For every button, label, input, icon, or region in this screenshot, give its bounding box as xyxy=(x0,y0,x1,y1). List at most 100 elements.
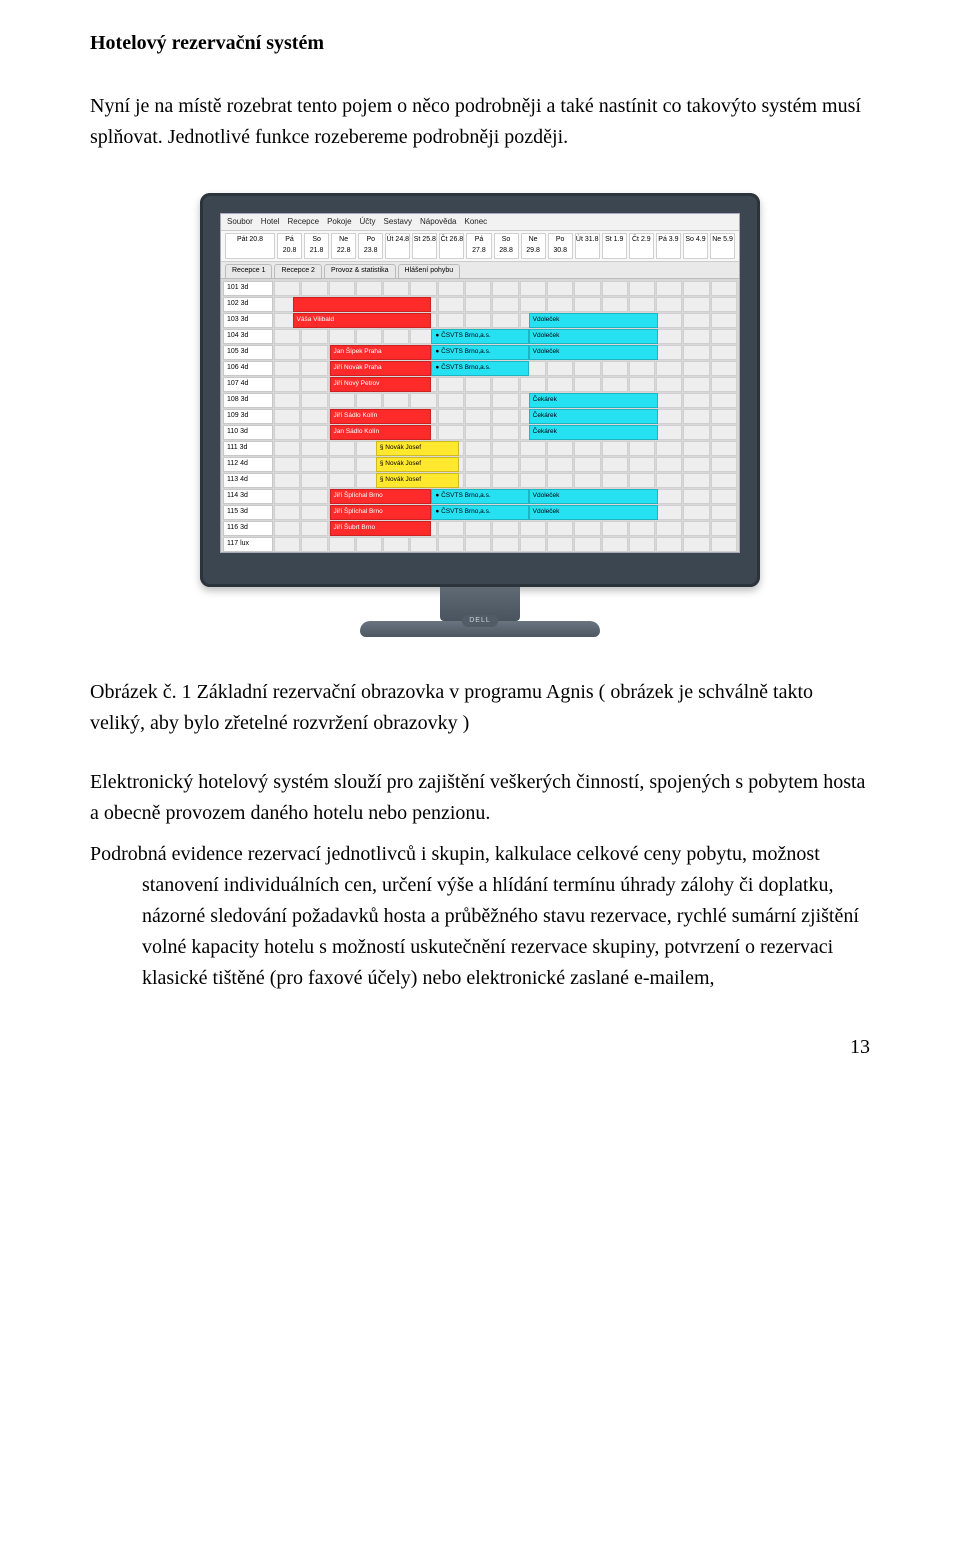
room-cell[interactable]: 109 3d xyxy=(223,409,273,424)
day-cell[interactable] xyxy=(656,457,682,472)
day-cell[interactable] xyxy=(602,377,628,392)
day-cell[interactable] xyxy=(711,377,737,392)
day-cell[interactable] xyxy=(301,457,327,472)
day-cell[interactable] xyxy=(574,377,600,392)
tab[interactable]: Recepce 1 xyxy=(225,264,272,278)
day-cell[interactable] xyxy=(683,473,709,488)
day-cell[interactable] xyxy=(711,393,737,408)
room-cell[interactable]: 115 3d xyxy=(223,505,273,520)
room-cell[interactable]: 117 lux xyxy=(223,537,273,552)
day-cell[interactable] xyxy=(274,377,300,392)
day-cell[interactable] xyxy=(492,393,518,408)
day-cell[interactable] xyxy=(656,425,682,440)
day-cell[interactable] xyxy=(711,329,737,344)
day-cell[interactable] xyxy=(520,377,546,392)
day-cell[interactable] xyxy=(274,409,300,424)
reservation-block[interactable]: Vdoleček xyxy=(529,313,659,328)
day-cell[interactable] xyxy=(683,409,709,424)
day-cell[interactable] xyxy=(410,281,436,296)
day-cell[interactable] xyxy=(301,521,327,536)
day-cell[interactable] xyxy=(438,521,464,536)
day-cell[interactable] xyxy=(492,537,518,552)
day-cell[interactable] xyxy=(301,329,327,344)
day-cell[interactable] xyxy=(492,281,518,296)
room-cell[interactable]: 101 3d xyxy=(223,281,273,296)
room-cell[interactable]: 112 4d xyxy=(223,457,273,472)
day-cell[interactable] xyxy=(274,489,300,504)
day-cell[interactable] xyxy=(602,361,628,376)
reservation-block[interactable]: Jan Šípek Praha xyxy=(330,345,432,360)
menu-item[interactable]: Sestavy xyxy=(384,216,412,228)
reservation-block[interactable] xyxy=(293,297,432,312)
day-cell[interactable] xyxy=(574,361,600,376)
day-cell[interactable] xyxy=(711,457,737,472)
day-cell[interactable] xyxy=(492,425,518,440)
day-cell[interactable] xyxy=(274,521,300,536)
day-cell[interactable] xyxy=(574,441,600,456)
reservation-block[interactable]: Vdoleček xyxy=(529,489,659,504)
day-cell[interactable] xyxy=(274,281,300,296)
room-cell[interactable]: 108 3d xyxy=(223,393,273,408)
day-cell[interactable] xyxy=(629,441,655,456)
day-cell[interactable] xyxy=(683,393,709,408)
day-cell[interactable] xyxy=(683,361,709,376)
day-cell[interactable] xyxy=(656,281,682,296)
day-cell[interactable] xyxy=(492,473,518,488)
day-cell[interactable] xyxy=(438,377,464,392)
reservation-block[interactable]: Vdoleček xyxy=(529,345,659,360)
day-cell[interactable] xyxy=(683,281,709,296)
reservation-block[interactable]: Vdoleček xyxy=(529,505,659,520)
day-cell[interactable] xyxy=(683,457,709,472)
day-cell[interactable] xyxy=(547,521,573,536)
room-cell[interactable]: 110 3d xyxy=(223,425,273,440)
reservation-block[interactable]: § Novák Josef xyxy=(376,473,459,488)
day-cell[interactable] xyxy=(711,361,737,376)
room-cell[interactable]: 116 3d xyxy=(223,521,273,536)
reservation-block[interactable]: Jiří Šubrt Brno xyxy=(330,521,432,536)
day-cell[interactable] xyxy=(683,425,709,440)
day-cell[interactable] xyxy=(547,537,573,552)
day-cell[interactable] xyxy=(574,521,600,536)
day-cell[interactable] xyxy=(711,345,737,360)
day-cell[interactable] xyxy=(329,329,355,344)
day-cell[interactable] xyxy=(301,409,327,424)
day-cell[interactable] xyxy=(574,537,600,552)
reservation-block[interactable]: Čekárek xyxy=(529,425,659,440)
reservation-block[interactable]: ● ČSVTS Brno,a.s. xyxy=(431,505,528,520)
day-cell[interactable] xyxy=(274,361,300,376)
room-cell[interactable]: 103 3d xyxy=(223,313,273,328)
day-cell[interactable] xyxy=(683,441,709,456)
day-cell[interactable] xyxy=(274,393,300,408)
reservation-block[interactable]: Jiří Šplíchal Brno xyxy=(330,489,432,504)
day-cell[interactable] xyxy=(711,313,737,328)
day-cell[interactable] xyxy=(629,361,655,376)
day-cell[interactable] xyxy=(465,377,491,392)
day-cell[interactable] xyxy=(683,505,709,520)
day-cell[interactable] xyxy=(301,441,327,456)
day-cell[interactable] xyxy=(465,425,491,440)
day-cell[interactable] xyxy=(274,473,300,488)
day-cell[interactable] xyxy=(383,393,409,408)
day-cell[interactable] xyxy=(711,281,737,296)
day-cell[interactable] xyxy=(329,393,355,408)
menu-item[interactable]: Pokoje xyxy=(327,216,351,228)
day-cell[interactable] xyxy=(656,313,682,328)
tab[interactable]: Provoz & statistika xyxy=(324,264,396,278)
reservation-block[interactable]: ● ČSVTS Brno,a.s. xyxy=(431,345,528,360)
day-cell[interactable] xyxy=(520,537,546,552)
day-cell[interactable] xyxy=(683,329,709,344)
reservation-block[interactable]: Čekárek xyxy=(529,393,659,408)
day-cell[interactable] xyxy=(574,457,600,472)
day-cell[interactable] xyxy=(602,297,628,312)
day-cell[interactable] xyxy=(629,537,655,552)
day-cell[interactable] xyxy=(465,473,491,488)
day-cell[interactable] xyxy=(274,345,300,360)
day-cell[interactable] xyxy=(492,313,518,328)
day-cell[interactable] xyxy=(683,521,709,536)
day-cell[interactable] xyxy=(465,409,491,424)
room-cell[interactable]: 113 4d xyxy=(223,473,273,488)
day-cell[interactable] xyxy=(465,521,491,536)
day-cell[interactable] xyxy=(438,537,464,552)
reservation-block[interactable]: Váša Vilibald xyxy=(293,313,432,328)
day-cell[interactable] xyxy=(356,281,382,296)
